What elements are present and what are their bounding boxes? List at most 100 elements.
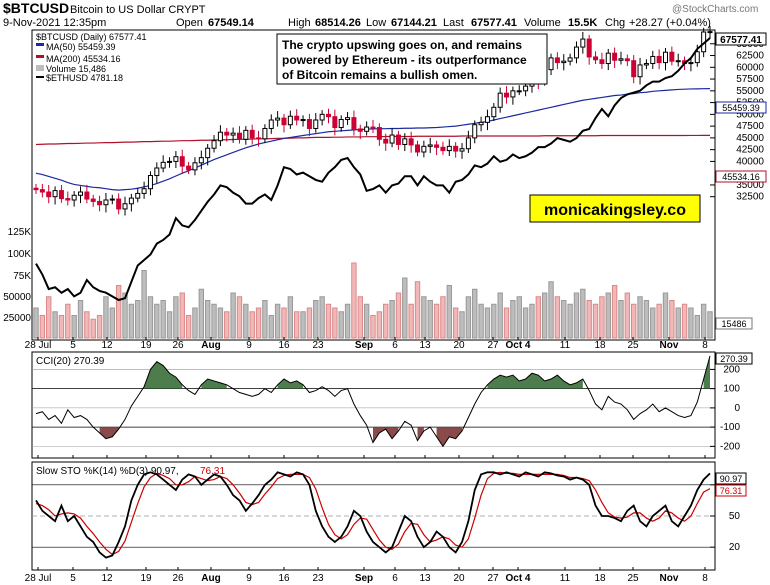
candle-body	[370, 126, 376, 129]
candle-body	[650, 55, 656, 65]
x-axis-label: 12	[101, 573, 113, 584]
price-tick-label: 32500	[736, 192, 764, 203]
candle-body	[504, 92, 510, 98]
candle-body	[453, 145, 459, 152]
volume-bar	[122, 292, 128, 339]
volume-bar	[338, 311, 344, 339]
x-axis-label: 9	[246, 340, 252, 351]
brand-text: monicakingsley.co	[544, 202, 686, 219]
candle-body	[52, 190, 58, 198]
volume-bar	[363, 303, 370, 339]
volume-tick-label: 75K	[13, 271, 31, 282]
volume-bar	[554, 296, 561, 339]
candle-body	[510, 90, 516, 98]
volume-bar	[592, 303, 599, 339]
volume-bar	[344, 303, 351, 339]
volume-bar	[433, 303, 440, 339]
volume-bar	[230, 292, 236, 339]
chg-label: Chg	[605, 17, 625, 29]
volume-bar	[217, 307, 224, 339]
candle-body	[593, 56, 599, 61]
volume-bar	[573, 292, 580, 339]
sto-d-badge: 76.31	[715, 484, 747, 497]
candle-body	[567, 57, 573, 62]
volume-bar	[281, 307, 287, 339]
candle-body	[167, 160, 173, 163]
x-axis-label: 26	[172, 340, 184, 351]
volume-bar	[306, 307, 313, 339]
volume-bar	[370, 315, 376, 339]
volume-bar	[618, 300, 624, 339]
cci-tick-label: -100	[720, 422, 740, 433]
candle-body	[472, 124, 478, 139]
volume-bar	[52, 311, 58, 339]
sto-layer: 205080	[32, 471, 740, 559]
candle-body	[211, 140, 217, 149]
x-axis-label: Oct 4	[505, 340, 530, 351]
candle-body	[256, 137, 262, 140]
volume-bar	[656, 303, 662, 339]
candle-body	[580, 38, 586, 48]
x-axis-label: 5	[70, 340, 76, 351]
candle-body	[605, 52, 611, 65]
last-badge: 67577.41	[715, 32, 767, 46]
volume-bar	[274, 303, 281, 339]
candle-body	[186, 165, 192, 171]
candle-body	[688, 62, 694, 65]
x-axis-label: 6	[392, 573, 398, 584]
volume-bar	[204, 300, 211, 339]
candle-body	[662, 51, 668, 64]
candle-body	[395, 134, 401, 145]
volume-tick-label: 50000	[3, 292, 31, 303]
price-layer: 3250035000400004250045000475005000052500…	[3, 25, 764, 339]
x-axis-label: 20	[453, 573, 465, 584]
volume-bar	[287, 296, 294, 339]
candle-body	[287, 115, 293, 126]
candle-body	[656, 55, 662, 64]
volume-bar	[529, 303, 535, 339]
candle-body	[491, 106, 497, 118]
candle-body	[345, 117, 351, 121]
volume-bar	[185, 315, 192, 339]
cci-tick-label: 0	[734, 403, 740, 414]
price-tick-label: 50000	[736, 109, 764, 120]
x-axis-label: 5	[70, 573, 76, 584]
volume-bar	[198, 288, 205, 339]
x-axis-label: 27	[487, 340, 499, 351]
x-axis-label: 28 Jul	[25, 573, 52, 584]
volume-bar	[516, 296, 522, 339]
low-label: Low	[366, 17, 386, 29]
price-tick-label: 57500	[736, 74, 764, 85]
legend-ma50: MA(50) 55459.39	[46, 42, 116, 52]
symbol-title: $BTCUSD	[3, 0, 69, 16]
volume-bar	[567, 303, 573, 339]
price-tick-label: 35000	[736, 180, 764, 191]
volume-bar	[39, 315, 46, 339]
candle-body	[262, 127, 268, 140]
candle-body	[402, 138, 408, 145]
volume-bar	[484, 307, 491, 339]
candle-body	[618, 58, 624, 61]
volume-bar	[611, 285, 618, 339]
volume-value: 15.5K	[568, 17, 597, 29]
annotation-line-1: The crypto upswing goes on, and remains	[282, 38, 522, 52]
candle-body	[160, 161, 166, 169]
candle-body	[205, 147, 211, 159]
price-tick-label: 47500	[736, 121, 764, 132]
candle-body	[427, 144, 433, 147]
candle-body	[459, 148, 465, 152]
candle-body	[154, 167, 160, 177]
candle-body	[332, 116, 338, 129]
candle-body	[643, 63, 649, 66]
x-axis-label: 13	[419, 340, 431, 351]
candle-body	[554, 57, 560, 64]
cci-panel	[31, 351, 716, 459]
candle-body	[58, 190, 64, 200]
volume-bar	[325, 303, 332, 339]
sto-k-badge-text: 90.97	[720, 474, 743, 484]
volume-bar	[90, 318, 96, 339]
candle-body	[84, 191, 90, 200]
volume-bar	[383, 303, 389, 339]
volume-bar	[319, 296, 325, 339]
candle-body	[249, 129, 255, 139]
